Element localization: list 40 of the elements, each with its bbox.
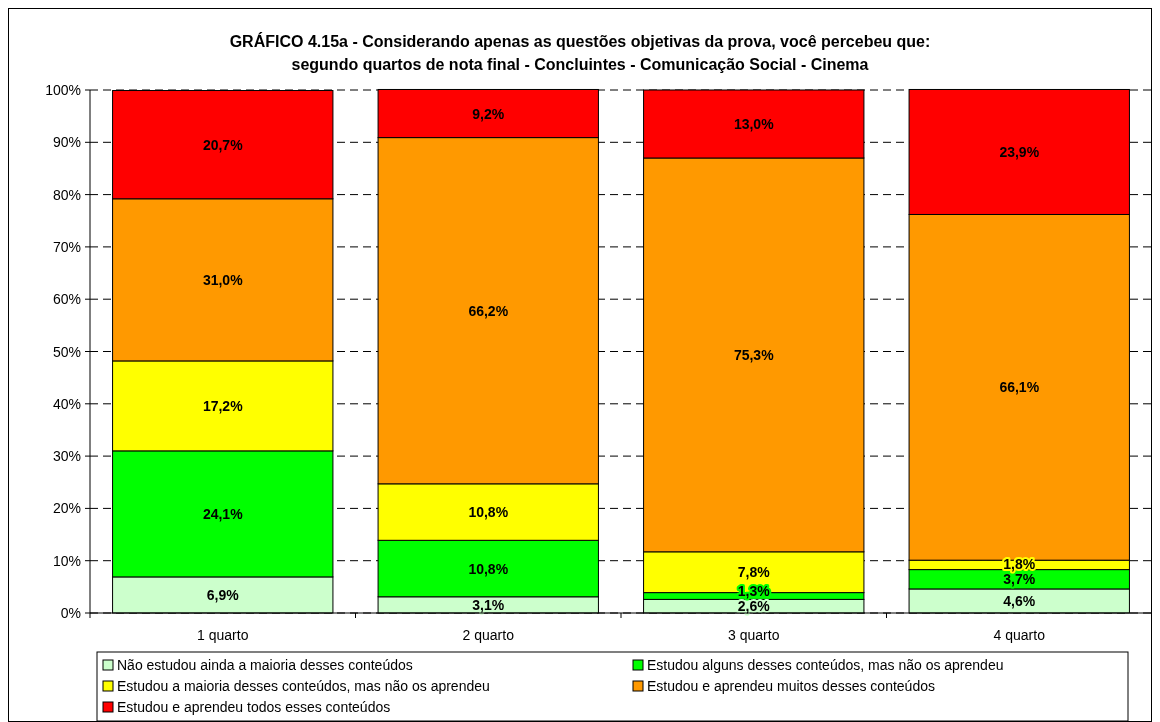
legend-label: Não estudou ainda a maioria desses conteúdos xyxy=(117,657,413,673)
data-label: 1,8% xyxy=(1003,556,1036,573)
data-label: 23,9% xyxy=(999,143,1040,160)
x-tick-label: 3 quarto xyxy=(728,627,780,643)
x-tick-label: 2 quarto xyxy=(462,627,515,643)
y-tick-label: 60% xyxy=(52,291,81,308)
chart-title: GRÁFICO 4.15a - Considerando apenas as questões objetivas da prova, você percebeu que: segundo quartos de nota final - Concluintes - Comunicação Social - Cinema xyxy=(229,32,931,73)
data-label: 66,2% xyxy=(468,302,509,319)
data-label: 10,8% xyxy=(468,560,509,577)
y-tick-label: 30% xyxy=(52,448,81,465)
legend-label: Estudou alguns desses conteúdos, mas não os aprendeu xyxy=(647,657,1004,673)
data-label: 66,1% xyxy=(999,379,1040,396)
y-tick-label: 90% xyxy=(52,134,81,151)
data-label: 2,6% xyxy=(737,598,771,615)
data-label: 4,6% xyxy=(1003,592,1036,609)
data-label: 3,1% xyxy=(472,596,505,613)
y-tick-label: 20% xyxy=(52,500,81,517)
y-tick-label: 100% xyxy=(45,82,81,98)
data-label: 13,0% xyxy=(733,116,775,132)
data-label: 6,9% xyxy=(206,586,240,603)
data-label: 10,8% xyxy=(468,504,509,521)
legend-label: Estudou e aprendeu muitos desses conteúdos xyxy=(647,678,935,694)
y-tick-label: 0% xyxy=(60,605,81,621)
data-label: 17,2% xyxy=(202,397,244,414)
x-tick-label: 4 quarto xyxy=(993,627,1046,643)
x-tick-label: 1 quarto xyxy=(197,627,249,643)
y-tick-label: 50% xyxy=(52,343,81,360)
legend-label: Estudou a maioria desses conteúdos, mas não os aprendeu xyxy=(117,678,490,694)
y-tick-label: 10% xyxy=(52,552,81,569)
data-label: 31,0% xyxy=(202,271,244,288)
data-label: 9,2% xyxy=(472,105,505,122)
y-tick-label: 80% xyxy=(52,186,81,203)
y-tick-label: 70% xyxy=(52,238,81,255)
data-label: 3,7% xyxy=(1003,571,1036,588)
data-label: 20,7% xyxy=(202,136,244,153)
data-label: 75,3% xyxy=(733,346,775,363)
data-label: 24,1% xyxy=(202,505,244,522)
y-tick-label: 40% xyxy=(52,395,81,412)
legend-label: Estudou e aprendeu todos esses conteúdos xyxy=(117,699,391,715)
data-label: 7,8% xyxy=(737,564,771,581)
